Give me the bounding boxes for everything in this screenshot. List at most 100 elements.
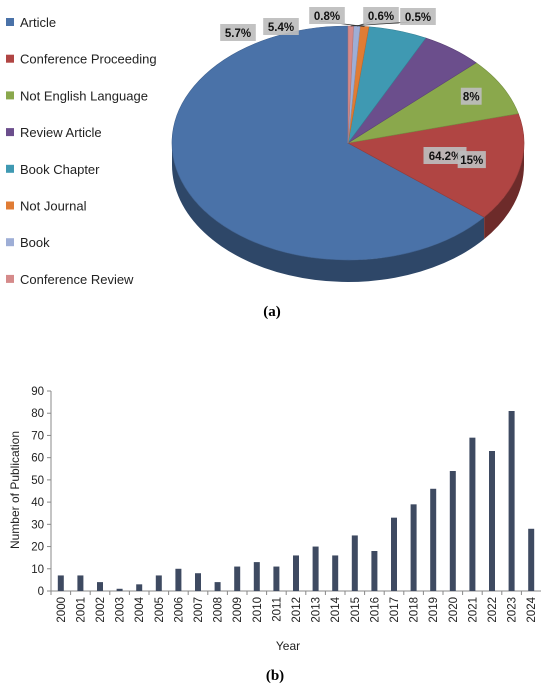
legend-swatch [6,91,14,100]
slice-value-label: 64.2% [429,151,462,163]
legend-swatch [6,18,14,26]
slice-value-label: 5.7% [225,28,251,40]
y-axis-label: Number of Publication [8,431,22,549]
leader-line [350,21,411,27]
x-tick-label: 2022 [487,597,499,623]
x-tick-label: 2018 [409,597,421,623]
x-tick-label: 2011 [271,597,283,622]
legend-label: Conference Review [20,272,134,287]
x-tick-label: 2021 [467,597,479,623]
slice-value-label: 0.5% [405,12,431,24]
slice-value-label: 5.4% [268,22,294,34]
bar-x-tick-labels: 2000 2001 2002 2003 2004 2005 2006 2007 2008 2009… [56,596,538,622]
y-tick-label: 40 [31,497,44,509]
x-tick-label: 2004 [134,596,146,622]
legend-label: Book Chapter [20,162,100,177]
bar [214,582,221,591]
bar [332,555,339,591]
x-tick-label: 2010 [252,597,264,623]
pie-slice [171,25,485,261]
bar [489,451,495,591]
y-tick-label: 10 [31,564,44,576]
bar [253,562,260,591]
pie-slice [347,113,525,218]
x-tick-label: 2023 [507,597,519,623]
slice-label-box [423,147,467,164]
pie-labels: 64.2%15% 8% 5.7% 5.4% 0.8% 0.6% 0.5% [220,7,486,169]
bar [116,588,123,591]
pie-tops [171,25,525,261]
slice-label-box [363,7,399,24]
x-tick-label: 2012 [291,597,303,623]
bar [351,535,358,591]
bar [410,504,417,591]
caption-b: (b) [266,668,284,684]
bar-y-tick-labels: 0 10 20 30 40 50 60 70 80 90 [31,386,44,598]
bar [195,573,201,591]
slice-label-box [220,24,256,41]
x-tick-label: 2019 [428,597,440,623]
x-tick-label: 2003 [115,597,127,623]
legend-label: Review Article [20,125,102,140]
bar [136,584,143,591]
y-tick-label: 30 [31,519,44,531]
x-tick-label: 2008 [213,597,225,623]
x-tick-label: 2013 [311,597,323,623]
y-tick-label: 60 [31,453,44,465]
bar [469,437,476,591]
bar [391,517,397,591]
x-tick-label: 2015 [350,597,362,623]
pie-slice-side [484,143,525,240]
bar [430,488,437,591]
bar [312,546,319,591]
slice-value-label: 0.6% [368,11,394,23]
legend-label: Not Journal [20,199,87,214]
x-tick-label: 2014 [330,596,342,622]
bar [234,566,241,591]
bar [508,411,515,591]
pie-slice-side [172,143,485,282]
y-tick-label: 80 [31,408,44,420]
pie-sides [172,143,525,282]
x-tick-label: 2024 [526,596,538,622]
x-tick-label: 2001 [75,597,87,623]
legend-swatch [6,201,14,210]
bar [57,575,64,591]
x-axis-label: Year [276,639,300,653]
bar [528,528,535,591]
bar [273,566,280,591]
bar [449,471,456,591]
bar-bars [57,411,535,591]
legend-label: Not English Language [20,88,148,103]
pie-body [171,25,525,282]
slice-label-box [263,18,299,35]
x-tick-label: 2002 [95,597,107,623]
legend-label: Article [20,15,56,30]
x-tick-label: 2020 [448,597,460,623]
x-tick-label: 2007 [193,597,205,623]
bar [293,555,299,591]
y-tick-label: 50 [31,475,44,487]
y-tick-label: 0 [38,586,44,598]
legend-swatch [6,54,14,63]
legend-swatch [6,274,14,283]
legend-swatch [6,128,14,137]
y-tick-label: 90 [31,386,44,398]
bar-chart: 2000 2001 2002 2003 2004 2005 2006 2007 2008 2009… [8,386,541,653]
slice-label-box [460,87,482,105]
bar [155,575,162,591]
y-tick-label: 70 [31,430,44,442]
slice-value-label: 15% [460,155,483,167]
pie-legend: Article Conference Proceeding Not English … [6,15,157,287]
bar [175,568,182,591]
x-tick-label: 2016 [369,597,381,623]
slice-value-label: 0.8% [314,11,340,23]
pie-chart: Article Conference Proceeding Not English … [6,7,525,287]
x-tick-label: 2006 [173,597,185,623]
legend-label: Conference Proceeding [20,52,157,67]
legend-label: Book [20,235,50,250]
slice-label-box [457,151,486,169]
caption-a: (a) [263,304,281,320]
bar [97,582,103,591]
